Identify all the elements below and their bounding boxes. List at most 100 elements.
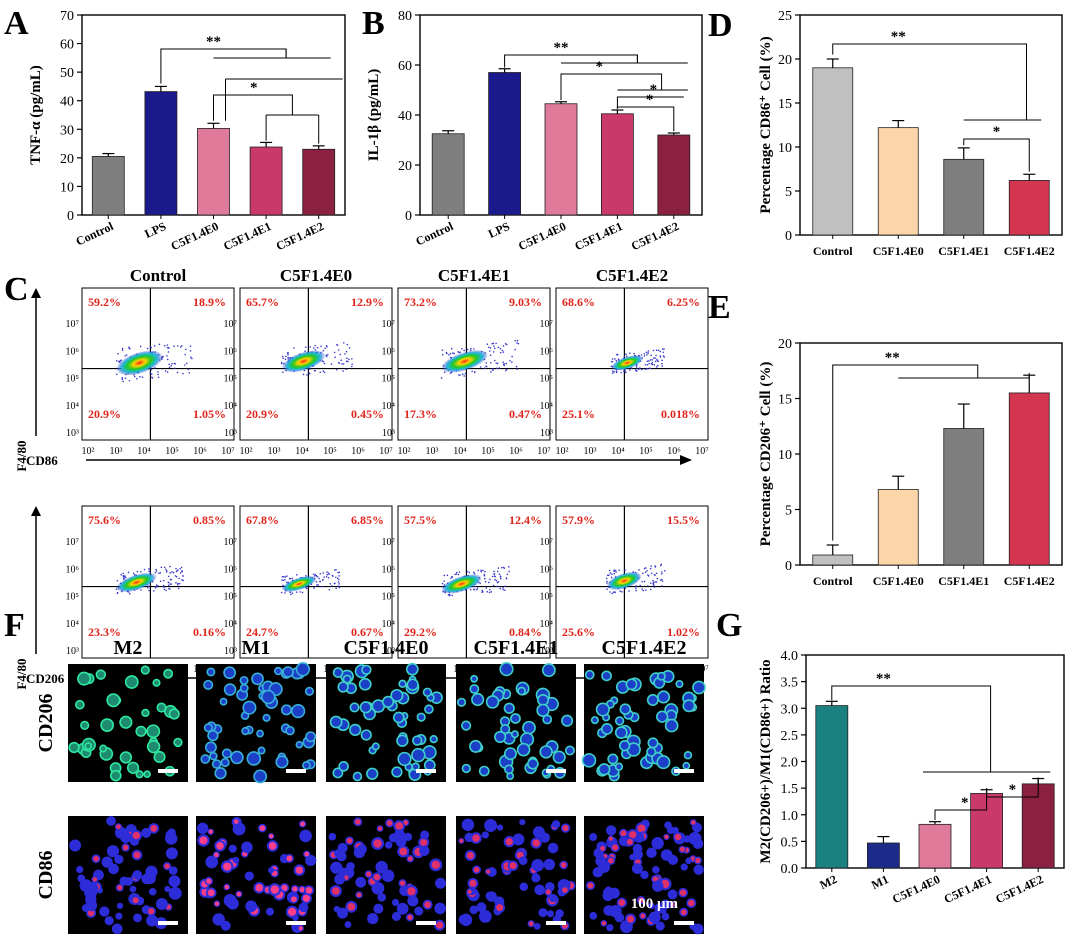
cell xyxy=(334,849,342,858)
flow-y-axis-label: F4/80 xyxy=(14,440,29,471)
event-dot xyxy=(338,583,340,585)
event-dot xyxy=(653,357,655,359)
event-dot xyxy=(480,569,482,572)
event-dot xyxy=(158,572,160,575)
x-log-tick: 10² xyxy=(556,446,569,457)
event-dot xyxy=(136,377,138,380)
y-axis-label: IL-1β (pg/mL) xyxy=(366,69,382,162)
event-dot xyxy=(612,591,615,593)
cell xyxy=(660,908,667,915)
cell xyxy=(223,666,236,680)
event-dot xyxy=(337,349,340,351)
bar-c5f1-4e1 xyxy=(601,113,634,216)
y-log-tick: 10⁴ xyxy=(66,401,80,412)
event-dot xyxy=(150,373,153,375)
event-dot xyxy=(448,594,451,597)
event-dot xyxy=(653,586,656,588)
cell-marker xyxy=(288,907,297,916)
significance-bracket xyxy=(934,788,988,821)
y-tick-label: 20 xyxy=(778,53,792,68)
y-tick-label: 10 xyxy=(60,180,74,195)
event-dot xyxy=(502,587,504,589)
x-log-tick: 10⁷ xyxy=(379,446,393,457)
cell xyxy=(164,885,171,892)
cell xyxy=(168,875,181,888)
cell-marker xyxy=(377,826,383,831)
cell-marker xyxy=(545,889,551,895)
cell xyxy=(205,855,219,869)
cell xyxy=(516,742,531,757)
scale-bar xyxy=(158,921,178,925)
event-dot xyxy=(288,577,291,580)
y-tick-label: 3.0 xyxy=(781,702,799,717)
cell xyxy=(68,741,80,754)
event-dot xyxy=(335,587,337,590)
cell xyxy=(148,887,157,896)
event-dot xyxy=(482,569,484,572)
cell-marker xyxy=(268,842,277,850)
y-tick-label: 60 xyxy=(398,59,412,74)
event-dot xyxy=(466,348,469,351)
event-dot xyxy=(637,368,640,371)
cell xyxy=(429,735,438,744)
y-tick-label: 0 xyxy=(405,209,412,224)
cell xyxy=(349,702,360,713)
cell xyxy=(85,899,98,912)
y-tick-label: 40 xyxy=(398,109,412,124)
significance-label: * xyxy=(646,92,654,108)
cell xyxy=(305,731,317,743)
cell xyxy=(338,761,349,772)
event-dot xyxy=(443,580,445,583)
y-tick-label: 3.5 xyxy=(781,676,799,691)
quadrant-upper-left: 68.6% xyxy=(562,295,595,309)
event-dot xyxy=(166,371,169,373)
cell-marker xyxy=(496,904,504,912)
event-dot xyxy=(663,356,665,358)
y-log-tick: 10³ xyxy=(382,428,395,439)
density-cluster xyxy=(116,350,163,376)
event-dot xyxy=(337,578,340,581)
event-dot xyxy=(655,354,657,357)
y-log-tick: 10⁴ xyxy=(224,619,238,630)
event-dot xyxy=(476,587,479,590)
event-dot xyxy=(302,373,305,376)
cell-marker xyxy=(295,866,304,874)
event-dot xyxy=(351,363,353,366)
cell xyxy=(146,724,161,739)
cell xyxy=(223,893,237,907)
event-dot xyxy=(317,584,320,586)
event-dot xyxy=(180,344,183,347)
event-dot xyxy=(125,576,127,579)
cell xyxy=(333,905,341,913)
event-dot xyxy=(660,573,663,575)
cell xyxy=(542,714,553,725)
event-dot xyxy=(168,366,171,369)
event-dot xyxy=(309,346,311,348)
event-dot xyxy=(611,592,614,595)
cell-marker xyxy=(299,886,305,893)
event-dot xyxy=(346,357,348,359)
cell xyxy=(522,720,536,735)
cell xyxy=(434,902,446,915)
scale-bar xyxy=(286,921,306,925)
cell-marker xyxy=(366,871,372,877)
x-log-tick: 10⁷ xyxy=(221,446,235,457)
event-dot xyxy=(649,567,652,570)
bar-c5f1-4e2 xyxy=(1021,783,1055,869)
event-dot xyxy=(291,592,294,594)
cell-marker xyxy=(236,891,242,897)
event-dot xyxy=(495,362,498,365)
cell-marker xyxy=(691,820,696,825)
bar-c5f1-4e2 xyxy=(1008,180,1050,236)
cell xyxy=(330,861,343,874)
event-dot xyxy=(502,363,505,366)
y-log-tick: 10⁵ xyxy=(540,592,554,603)
event-dot xyxy=(647,575,650,577)
image-row-title: CD86 xyxy=(35,851,57,900)
event-dot xyxy=(493,345,495,347)
event-dot xyxy=(645,589,647,591)
event-dot xyxy=(463,349,465,352)
cell xyxy=(499,662,514,677)
event-dot xyxy=(609,572,612,574)
cell xyxy=(589,833,598,842)
